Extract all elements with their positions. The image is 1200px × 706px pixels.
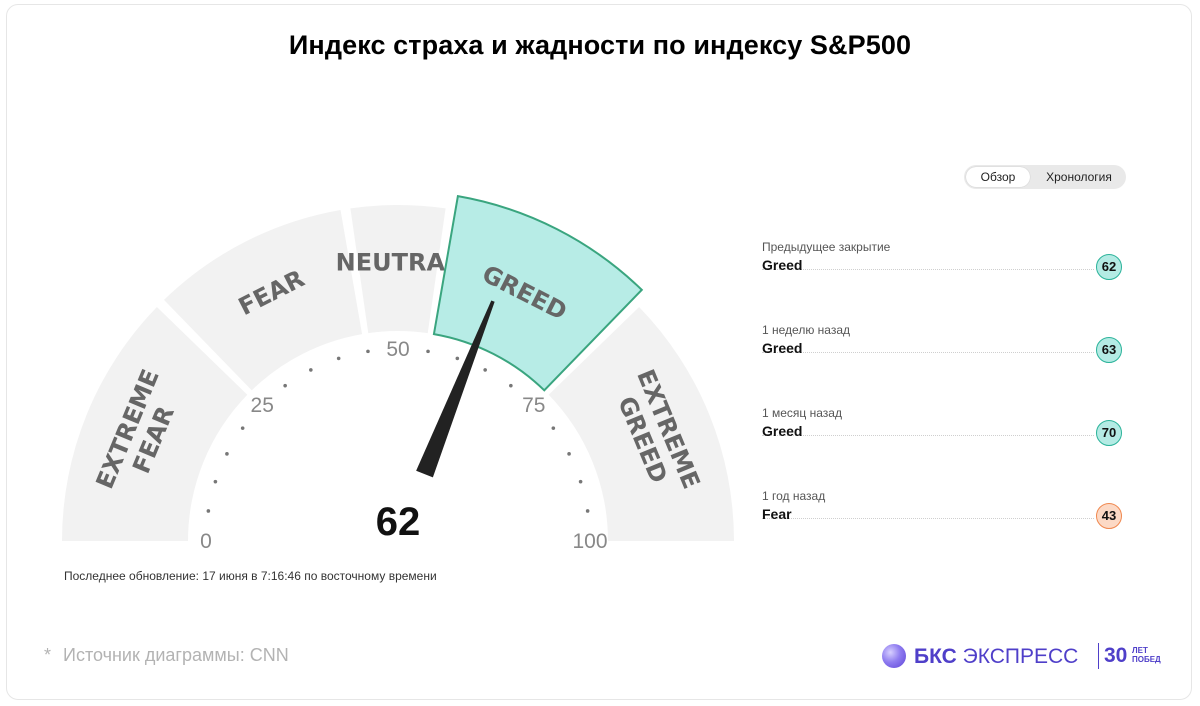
logo-number: 30: [1104, 644, 1128, 667]
gauge-scale-dot: [455, 356, 460, 361]
history-label: Предыдущее закрытие: [762, 240, 891, 254]
gauge-scale-dot: [225, 452, 229, 456]
gauge-scale-dot: [585, 509, 590, 513]
logo-sphere-icon: [882, 644, 906, 668]
logo-separator: [1098, 643, 1099, 669]
gauge-needle: [416, 300, 495, 478]
gauge-scale-dot: [213, 479, 218, 484]
last-updated-text: Последнее обновление: 17 июня в 7:16:46 …: [64, 569, 437, 583]
gauge-scale-dot: [366, 349, 370, 354]
tab-overview[interactable]: Обзор: [966, 167, 1030, 187]
tab-timeline[interactable]: Хронология: [1046, 170, 1112, 184]
history-label: 1 месяц назад: [762, 406, 842, 420]
gauge-segment-extreme-greed: [548, 306, 734, 541]
chart-source: * Источник диаграммы: CNN: [44, 645, 289, 666]
source-asterisk: *: [44, 645, 52, 665]
logo-subtitle: ЛЕТ ПОБЕД: [1132, 646, 1161, 664]
history-item-week-ago: 1 неделю назад Greed 63: [762, 323, 1122, 383]
gauge-scale-dot: [206, 509, 211, 513]
history-label: 1 неделю назад: [762, 323, 851, 337]
gauge-tick-label: 75: [522, 394, 545, 417]
view-toggle: Обзор Хронология: [964, 165, 1126, 189]
logo-sub-line-2: ПОБЕД: [1132, 655, 1161, 664]
gauge-scale-dot: [283, 383, 287, 388]
gauge-center-hub: [328, 471, 468, 600]
logo-brand: БКС: [914, 645, 957, 668]
history-score-badge: 63: [1096, 337, 1122, 363]
history-label: 1 год назад: [762, 489, 826, 503]
logo-name: ЭКСПРЕСС: [962, 645, 1079, 668]
gauge-scale-dot: [426, 349, 430, 354]
gauge-scale-dot: [578, 479, 583, 484]
source-text: Источник диаграммы: CNN: [63, 645, 289, 665]
gauge-segment-fear: [163, 209, 363, 391]
history-dotted-line: [762, 352, 1094, 353]
history-dotted-line: [762, 269, 1094, 270]
history-rating: Greed: [762, 257, 803, 273]
history-rating: Fear: [762, 506, 792, 522]
history-score-badge: 70: [1096, 420, 1122, 446]
gauge-segment-neutral: [350, 205, 446, 334]
gauge-scale-dot: [567, 452, 571, 456]
gauge-tick-label: 100: [572, 530, 607, 553]
gauge-scale-dot: [309, 368, 313, 372]
bcs-express-logo: БКС ЭКСПРЕСС 30 ЛЕТ ПОБЕД: [880, 640, 1170, 672]
logo-sub-line-1: ЛЕТ: [1132, 646, 1148, 655]
gauge-scale-dot: [551, 426, 556, 430]
history-rating: Greed: [762, 423, 803, 439]
gauge-segment-greed: [432, 195, 644, 392]
history-dotted-line: [762, 435, 1094, 436]
history-item-year-ago: 1 год назад Fear 43: [762, 489, 1122, 549]
gauge-tick-label: 25: [251, 394, 274, 417]
history-score-badge: 43: [1096, 503, 1122, 529]
gauge-scale-dot: [240, 426, 245, 430]
gauge-scale-dot: [509, 383, 513, 388]
page-title: Индекс страха и жадности по индексу S&P5…: [288, 30, 912, 60]
gauge-segment-label: NEUTRAL: [336, 248, 461, 276]
gauge-tick-label: 50: [386, 338, 409, 361]
history-dotted-line: [762, 518, 1094, 519]
gauge-tick-label: 0: [200, 530, 212, 553]
gauge-scale-dot: [483, 368, 487, 372]
history-rating: Greed: [762, 340, 803, 356]
history-score-badge: 62: [1096, 254, 1122, 280]
card-frame: [6, 4, 1192, 700]
gauge-scale-dot: [336, 356, 341, 361]
logo-wordmark: БКС ЭКСПРЕСС: [914, 645, 1078, 669]
history-item-month-ago: 1 месяц назад Greed 70: [762, 406, 1122, 466]
gauge-value: 62: [376, 500, 421, 544]
gauge-segment-extreme-fear: [62, 306, 248, 541]
history-item-previous-close: Предыдущее закрытие Greed 62: [762, 240, 1122, 300]
